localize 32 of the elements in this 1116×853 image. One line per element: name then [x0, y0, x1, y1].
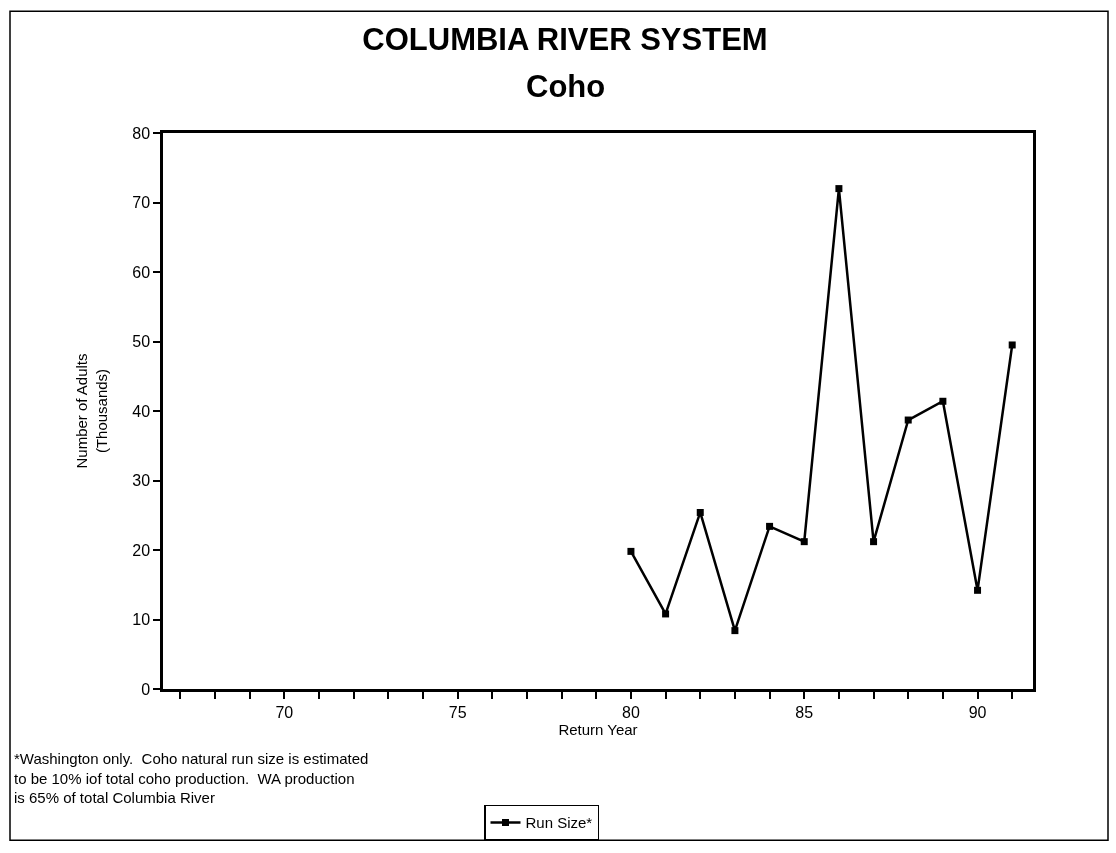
point: [835, 185, 843, 193]
y-tick-label: 80: [132, 124, 151, 142]
y-tick-label: 60: [132, 263, 151, 281]
point: [731, 627, 739, 635]
x-tick-label: 90: [968, 703, 987, 721]
y-tick-label: 30: [132, 472, 151, 490]
y-tick-label: 70: [132, 194, 151, 212]
point: [766, 522, 774, 530]
x-tick-label: 85: [795, 703, 814, 721]
point: [627, 547, 635, 555]
y-tick-label: 10: [132, 611, 151, 629]
point: [904, 416, 912, 424]
point: [696, 508, 704, 516]
x-tick-label: 80: [622, 703, 640, 721]
point: [662, 610, 670, 618]
x-axis-title: Return Year: [558, 720, 638, 738]
chart-title: COLUMBIA RIVER SYSTEM: [362, 21, 768, 57]
y-tick-label: 50: [132, 333, 151, 351]
point: [800, 538, 808, 546]
text: *Washington only. Coho natural run size is estimated to be 10% iof total coho production. WA production is 65% of total Columbia River: [14, 750, 369, 806]
x-tick-label: 70: [275, 703, 294, 721]
point: [870, 538, 878, 546]
legend-label: Run Size*: [525, 814, 593, 832]
point: [1008, 341, 1016, 349]
y-tick-label: 40: [132, 402, 151, 420]
y-tick-label: 20: [132, 541, 151, 559]
point: [974, 586, 982, 594]
y-tick-label: 0: [141, 680, 151, 698]
chart-subtitle: Coho: [526, 69, 606, 104]
y-axis-title: Number of Adults (Thousands): [73, 353, 110, 469]
point: [939, 397, 947, 405]
x-tick-label: 75: [448, 703, 467, 721]
